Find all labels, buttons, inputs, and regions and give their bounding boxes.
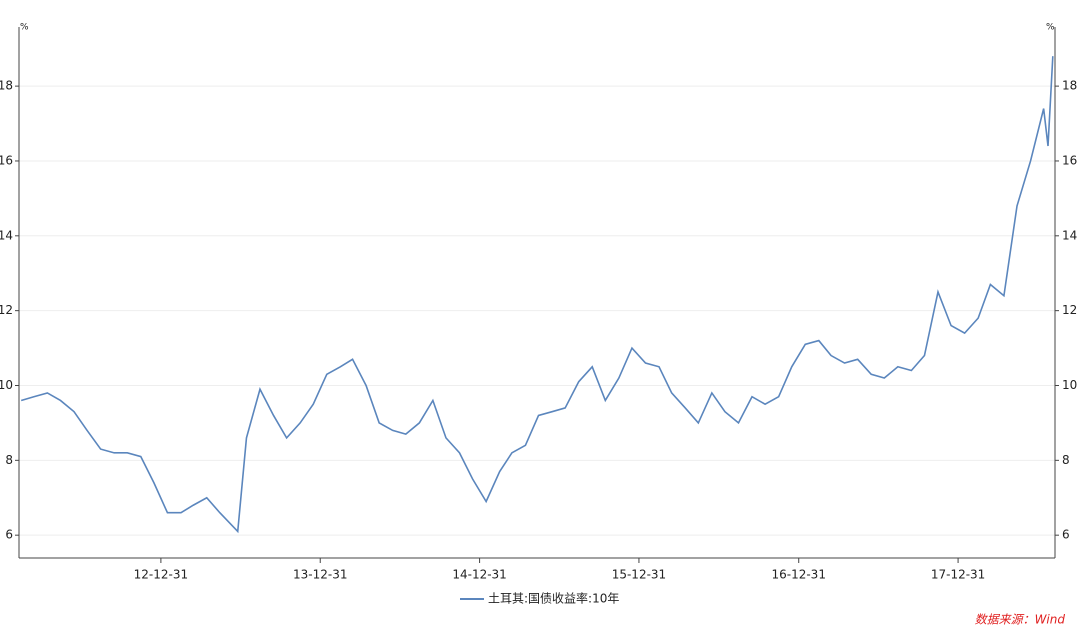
y-tick-label: 8: [5, 453, 13, 467]
x-tick-label: 15-12-31: [612, 568, 666, 582]
data-line: [20, 56, 1054, 534]
x-tick-label: 12-12-31: [134, 568, 188, 582]
y-tick-label: 18: [0, 79, 13, 93]
y-tick-label: 6: [5, 528, 13, 542]
y-tick-label: 12: [0, 303, 13, 317]
y2-tick-label: 10: [1062, 378, 1077, 392]
y2-axis-label: %: [1046, 23, 1055, 33]
x-tick-label: 14-12-31: [452, 568, 506, 582]
x-tick-label: 13-12-31: [293, 568, 347, 582]
y2-tick-label: 6: [1062, 528, 1070, 542]
x-tick-label: 17-12-31: [931, 568, 985, 582]
y-axis-label: %: [20, 23, 29, 33]
y2-tick-label: 16: [1062, 153, 1077, 167]
y2-tick-label: 18: [1062, 79, 1077, 93]
legend-label: 土耳其:国债收益率:10年: [488, 591, 619, 606]
source-note: 数据来源：Wind: [975, 613, 1066, 627]
y-tick-label: 14: [0, 228, 13, 242]
y-tick-label: 10: [0, 378, 13, 392]
y2-tick-label: 12: [1062, 303, 1077, 317]
x-tick-label: 16-12-31: [771, 568, 825, 582]
y2-tick-label: 14: [1062, 228, 1077, 242]
y2-tick-label: 8: [1062, 453, 1070, 467]
y-tick-label: 16: [0, 153, 13, 167]
